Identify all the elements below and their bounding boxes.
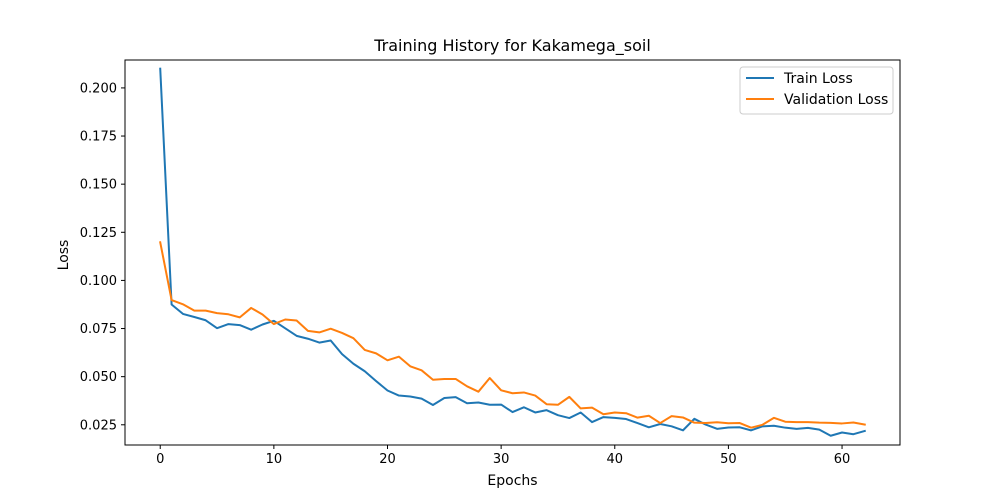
series-line-validation-loss — [159, 241, 866, 429]
y-tick-label: 0.200 — [80, 81, 117, 96]
x-tick-label: 0 — [156, 452, 164, 467]
y-tick-label: 0.100 — [80, 274, 117, 289]
chart-title: Training History for Kakamega_soil — [373, 36, 651, 56]
x-tick-label: 40 — [606, 452, 623, 467]
x-tick-label: 20 — [379, 452, 396, 467]
x-tick-label: 60 — [834, 452, 851, 467]
axes-frame — [124, 59, 901, 446]
y-tick-label: 0.125 — [80, 226, 117, 241]
y-tick-label: 0.025 — [80, 418, 117, 433]
legend-label-validation-loss: Validation Loss — [784, 92, 888, 108]
x-tick-label: 50 — [720, 452, 737, 467]
x-tick-label: 30 — [493, 452, 510, 467]
legend-frame — [739, 66, 894, 115]
legend-label-train-loss: Train Loss — [783, 71, 853, 87]
x-tick-label: 10 — [266, 452, 283, 467]
plot-area: 0 10 20 30 40 50 60 0.025 0.050 0.075 0.100 0.125 0.… — [80, 59, 901, 467]
y-axis-label: Loss — [56, 240, 72, 271]
y-tick-label: 0.150 — [80, 178, 117, 193]
y-tick-label: 0.050 — [80, 370, 117, 385]
x-axis-label: Epochs — [487, 473, 537, 489]
legend: Train Loss Validation Loss — [739, 66, 894, 115]
y-tick-label: 0.075 — [80, 322, 117, 337]
y-tick-label: 0.175 — [80, 130, 117, 145]
